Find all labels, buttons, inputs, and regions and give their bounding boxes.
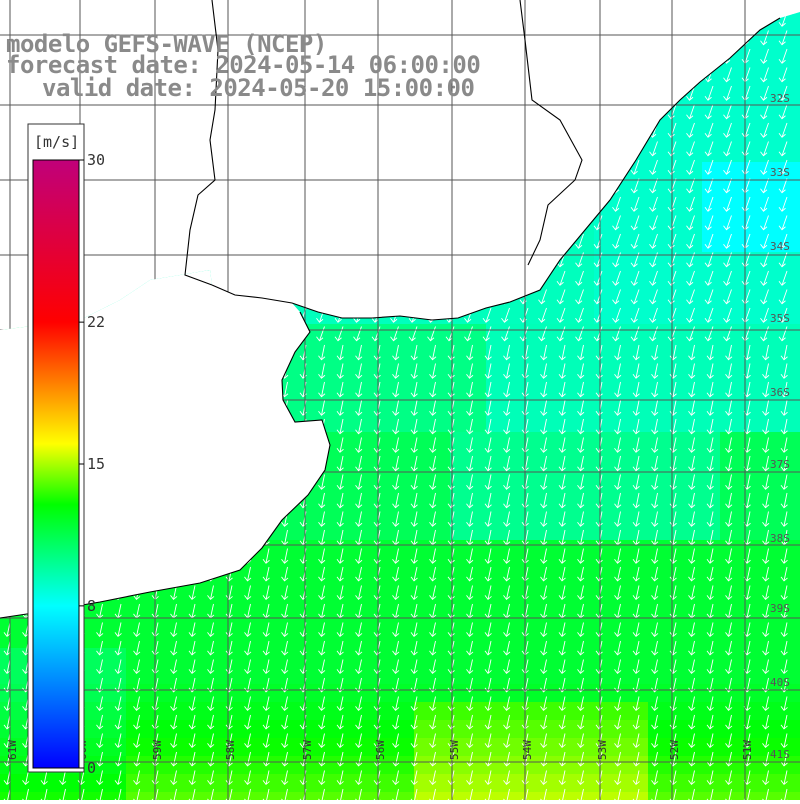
lon-label: 55W <box>448 740 461 760</box>
model-title: modelo GEFS-WAVE (NCEP) <box>6 30 327 58</box>
lat-label: 35S <box>770 312 790 325</box>
coastline-segment <box>211 17 781 321</box>
colorbar-unit: [m/s] <box>34 133 79 151</box>
lon-label: 52W <box>668 740 681 760</box>
colorbar-ticks: 30 22 15 8 0 <box>79 151 105 777</box>
lat-label: 36S <box>770 386 790 399</box>
longitude-labels: 61W60W59W58W57W56W55W54W53W52W51W <box>6 740 754 760</box>
valid-date: valid date: 2024-05-20 15:00:00 <box>42 74 475 102</box>
coastline-segment <box>0 311 331 619</box>
lat-label: 33S <box>770 166 790 179</box>
lon-label: 57W <box>301 740 314 760</box>
lat-label: 40S <box>770 676 790 689</box>
colorbar-tick-label: 22 <box>87 313 105 331</box>
country-border <box>519 0 583 266</box>
lon-label: 59W <box>151 740 164 760</box>
colorbar-tick-label: 8 <box>87 597 96 615</box>
lon-label: 56W <box>374 740 387 760</box>
colorbar-tick-label: 30 <box>87 151 105 169</box>
lat-label: 32S <box>770 92 790 105</box>
lon-label: 54W <box>521 740 534 760</box>
lat-label: 38S <box>770 532 790 545</box>
lat-label: 39S <box>770 602 790 615</box>
latitude-labels: 32S 33S 34S 35S 36S 37S 38S 39S 40S 41S <box>770 92 790 761</box>
lat-label: 34S <box>770 240 790 253</box>
colorbar: [m/s] 30 22 15 8 0 <box>27 123 105 777</box>
lon-label: 53W <box>596 740 609 760</box>
lat-label: 41S <box>770 748 790 761</box>
colorbar-tick-label: 0 <box>87 759 96 777</box>
forecast-date: forecast date: 2024-05-14 06:00:00 <box>6 51 481 79</box>
lon-label: 61W <box>6 740 19 760</box>
lon-label: 58W <box>224 740 237 760</box>
colorbar-tick-label: 15 <box>87 455 105 473</box>
lat-label: 37S <box>770 458 790 471</box>
lon-label: 51W <box>741 740 754 760</box>
country-border <box>184 0 219 286</box>
colorbar-bar <box>32 159 80 769</box>
